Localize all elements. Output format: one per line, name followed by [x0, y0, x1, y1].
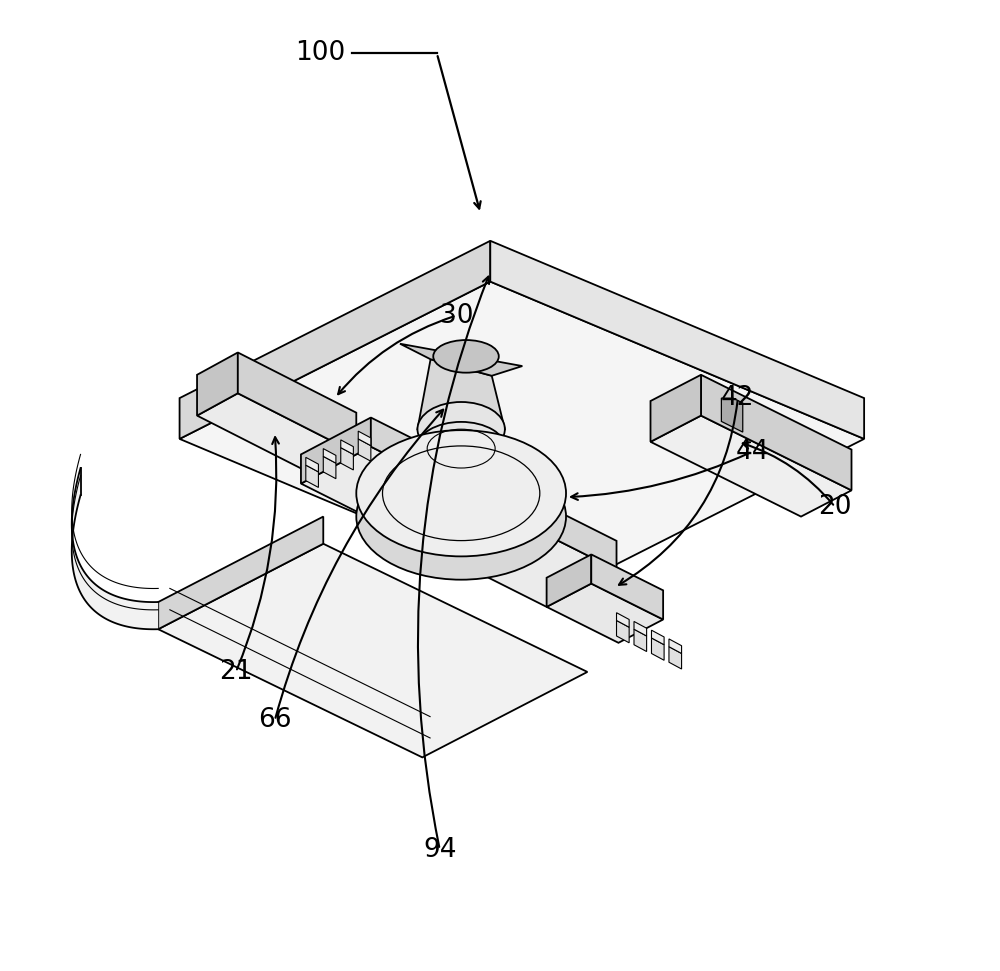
- Text: 21: 21: [219, 659, 253, 685]
- Polygon shape: [669, 639, 682, 653]
- Text: 42: 42: [721, 385, 755, 411]
- Polygon shape: [721, 398, 743, 432]
- Polygon shape: [158, 517, 323, 629]
- Polygon shape: [651, 416, 852, 517]
- Polygon shape: [158, 544, 587, 757]
- Polygon shape: [197, 393, 356, 476]
- Ellipse shape: [356, 430, 566, 556]
- Polygon shape: [701, 375, 852, 490]
- Polygon shape: [358, 439, 371, 461]
- Polygon shape: [651, 638, 664, 660]
- Polygon shape: [547, 584, 663, 643]
- Polygon shape: [72, 468, 158, 629]
- Polygon shape: [490, 241, 864, 439]
- Text: 66: 66: [258, 708, 291, 733]
- Polygon shape: [417, 359, 505, 429]
- Polygon shape: [306, 457, 318, 472]
- Polygon shape: [591, 554, 663, 619]
- Polygon shape: [301, 447, 617, 607]
- Polygon shape: [301, 418, 371, 484]
- Polygon shape: [323, 449, 336, 463]
- Ellipse shape: [356, 453, 566, 580]
- Polygon shape: [651, 375, 701, 442]
- Polygon shape: [341, 440, 353, 454]
- Polygon shape: [197, 352, 238, 416]
- Text: 20: 20: [818, 494, 852, 519]
- Text: 100: 100: [295, 41, 345, 66]
- Polygon shape: [669, 647, 682, 669]
- Polygon shape: [634, 629, 647, 652]
- Polygon shape: [634, 621, 647, 636]
- Polygon shape: [180, 282, 864, 596]
- Polygon shape: [180, 241, 490, 439]
- Text: 94: 94: [423, 837, 457, 862]
- Polygon shape: [651, 630, 664, 645]
- Polygon shape: [617, 620, 629, 643]
- Polygon shape: [306, 465, 318, 487]
- Ellipse shape: [416, 421, 506, 475]
- Text: 44: 44: [736, 439, 769, 464]
- Polygon shape: [371, 418, 617, 570]
- Polygon shape: [238, 352, 356, 453]
- Text: 30: 30: [440, 303, 473, 328]
- Polygon shape: [341, 448, 353, 470]
- Ellipse shape: [433, 340, 499, 373]
- Polygon shape: [547, 554, 591, 607]
- Ellipse shape: [416, 441, 506, 495]
- Ellipse shape: [417, 402, 505, 456]
- Polygon shape: [617, 613, 629, 627]
- Polygon shape: [358, 431, 371, 446]
- Polygon shape: [323, 456, 336, 479]
- Polygon shape: [400, 344, 522, 376]
